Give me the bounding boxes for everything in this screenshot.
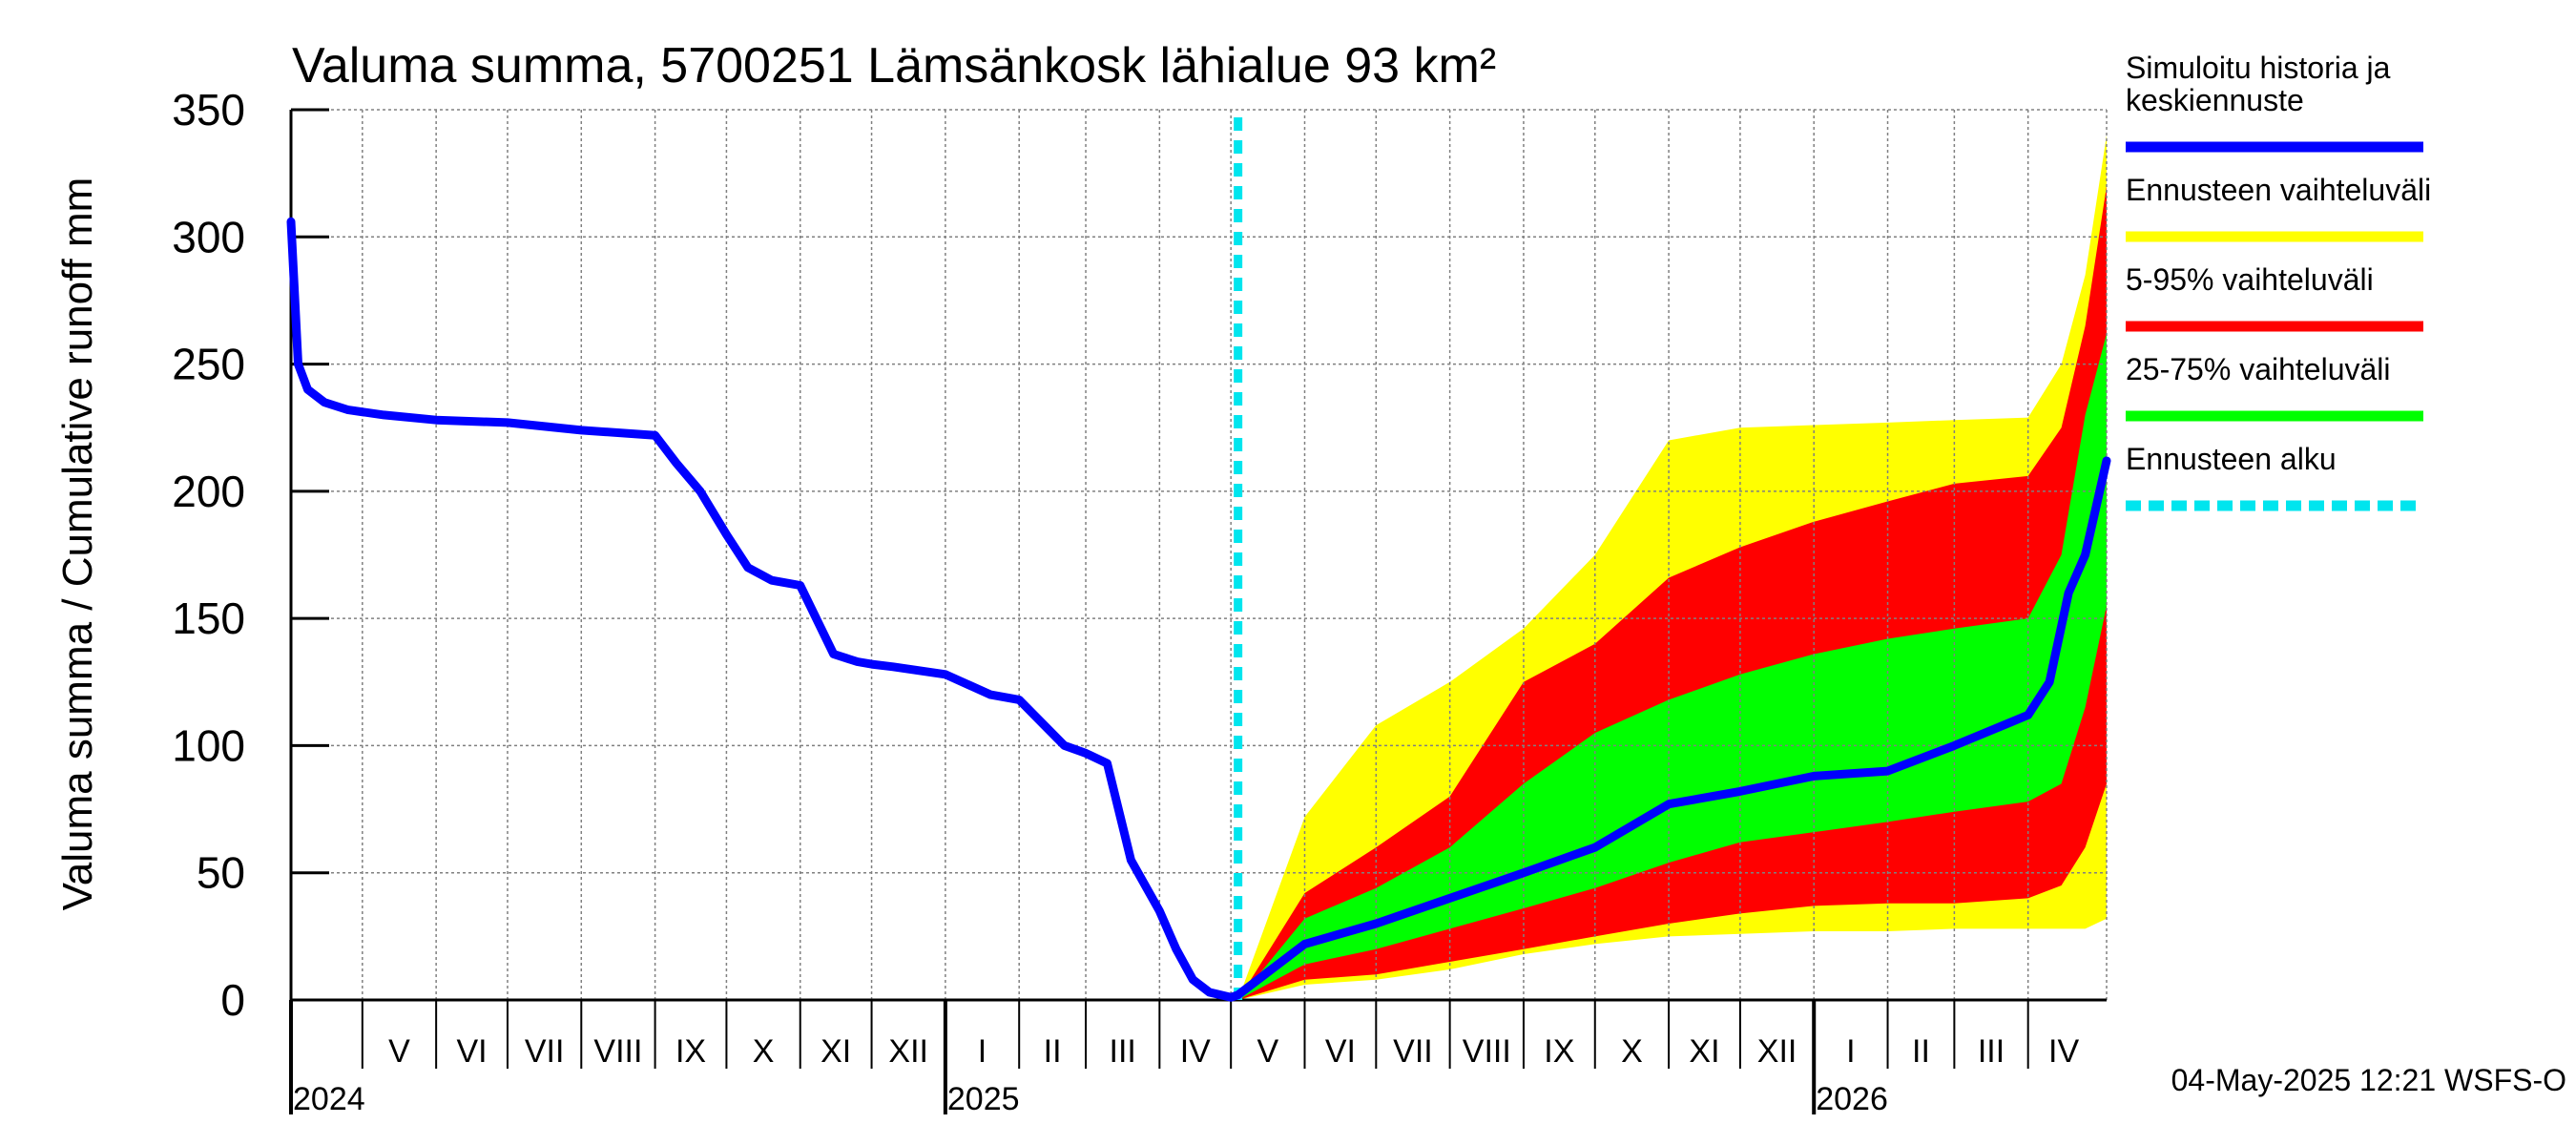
y-axis-label: Valuma summa / Cumulative runoff mm <box>54 177 101 911</box>
band-1 <box>1237 186 2107 1000</box>
y-tick-labels: 0 50 100 150 200 250 300 350 <box>172 85 245 1025</box>
month-label-20: I <box>1846 1033 1855 1070</box>
month-label-7: XII <box>888 1033 928 1070</box>
series-line-0 <box>286 217 2111 1002</box>
y-tick-label-2: 100 <box>172 720 245 770</box>
month-label-2: VII <box>525 1033 565 1070</box>
month-label-9: II <box>1044 1033 1062 1070</box>
month-label-0: V <box>388 1033 410 1070</box>
month-label-12: V <box>1257 1033 1278 1070</box>
month-label-19: XII <box>1757 1033 1797 1070</box>
month-label-23: IV <box>2048 1033 2079 1070</box>
legend-label-0: Simuloitu historia ja <box>2126 51 2391 85</box>
y-tick-label-4: 200 <box>172 467 245 516</box>
forecast-bands <box>1237 135 2107 1001</box>
chart-title: Valuma summa, 5700251 Lämsänkosk lähialu… <box>292 38 1496 94</box>
month-label-11: IV <box>1180 1033 1211 1070</box>
month-label-14: VII <box>1393 1033 1433 1070</box>
x-month-labels: V VI VII VIII IX X XI XII I II III IV V VI VII VIII IX X X… <box>293 1033 2079 1117</box>
y-tick-label-6: 300 <box>172 212 245 261</box>
month-label-13: VI <box>1325 1033 1356 1070</box>
month-label-6: XI <box>821 1033 851 1070</box>
y-tick-label-0: 0 <box>220 975 245 1025</box>
y-tick-label-1: 50 <box>197 848 245 898</box>
month-label-17: X <box>1621 1033 1643 1070</box>
footer-timestamp: 04-May-2025 12:21 WSFS-O <box>2171 1063 2566 1097</box>
legend-label-1: Ennusteen vaihteluväli <box>2126 173 2431 207</box>
month-label-10: III <box>1110 1033 1136 1070</box>
year-label-0: 2024 <box>293 1081 365 1117</box>
year-label-2: 2026 <box>1816 1081 1888 1117</box>
legend-label-2: 5-95% vaihteluväli <box>2126 262 2374 297</box>
month-label-15: VIII <box>1463 1033 1511 1070</box>
year-label-1: 2025 <box>947 1081 1020 1117</box>
month-label-22: III <box>1978 1033 2005 1070</box>
legend-label-4: Ennusteen alku <box>2126 442 2337 476</box>
band-2 <box>1237 333 2107 1001</box>
grid-lines <box>291 109 2108 1000</box>
y-tick-label-5: 250 <box>172 340 245 389</box>
month-label-18: XI <box>1689 1033 1719 1070</box>
month-label-3: VIII <box>593 1033 642 1070</box>
month-label-16: IX <box>1544 1033 1574 1070</box>
y-tick-label-3: 150 <box>172 593 245 643</box>
month-label-1: VI <box>456 1033 487 1070</box>
series-lines <box>286 217 2111 1002</box>
y-tick-label-7: 350 <box>172 85 245 135</box>
month-label-4: IX <box>675 1033 706 1070</box>
month-label-21: II <box>1912 1033 1930 1070</box>
legend-label-0-line1: keskiennuste <box>2126 83 2304 117</box>
legend-label-3: 25-75% vaihteluväli <box>2126 352 2391 386</box>
month-label-5: X <box>753 1033 775 1070</box>
month-label-8: I <box>978 1033 987 1070</box>
